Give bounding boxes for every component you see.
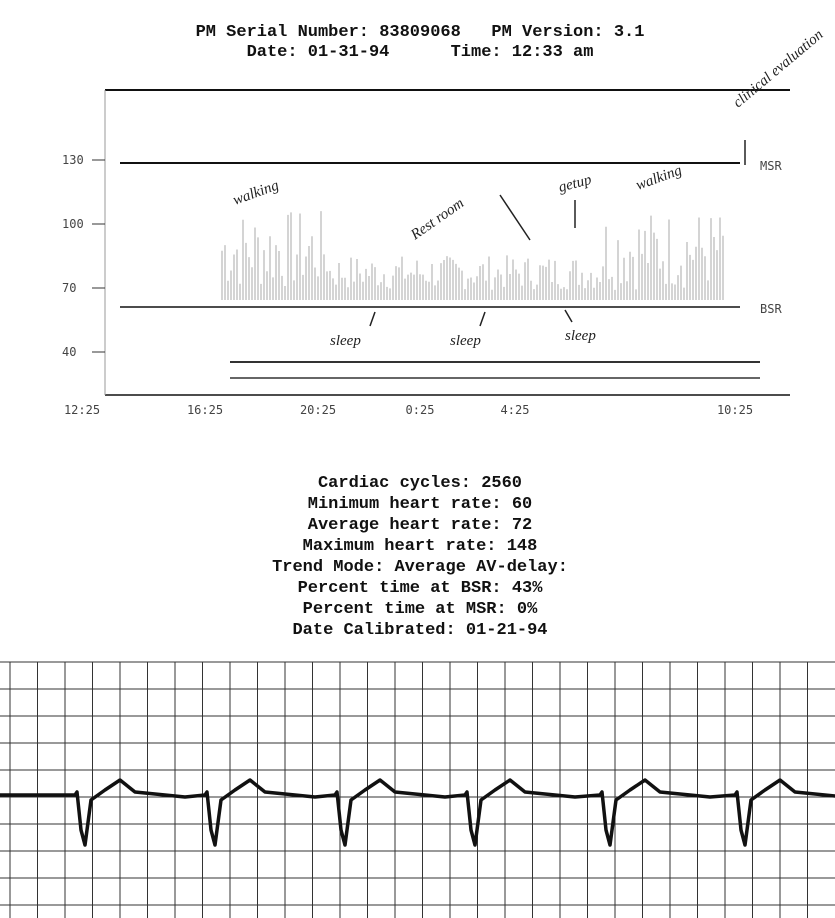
stat-line: Percent time at MSR: 0% — [303, 600, 538, 619]
stat-line: Date Calibrated: 01-21-94 — [292, 621, 547, 640]
stat-line: Maximum heart rate: 148 — [303, 537, 538, 556]
page: PM Serial Number: 83809068 PM Version: 3… — [0, 0, 835, 918]
x-tick-label: 20:25 — [300, 403, 336, 417]
stat-line: Average heart rate: 72 — [308, 516, 532, 535]
y-tick-label: 40 — [62, 345, 76, 359]
stat-line: Trend Mode: Average AV-delay: — [272, 558, 568, 577]
x-tick-label: 0:25 — [406, 403, 435, 417]
y-tick-label: 130 — [62, 153, 84, 167]
header-line: PM Serial Number: 83809068 PM Version: 3… — [196, 23, 645, 42]
y-tick-label: 70 — [62, 281, 76, 295]
x-tick-label: 4:25 — [501, 403, 530, 417]
x-tick-label: 16:25 — [187, 403, 223, 417]
stat-line: Minimum heart rate: 60 — [308, 495, 532, 514]
stat-line: Cardiac cycles: 2560 — [318, 474, 522, 493]
y-tick-label: 100 — [62, 217, 84, 231]
header-line: Date: 01-31-94 Time: 12:33 am — [247, 43, 594, 62]
msr-label: MSR — [760, 159, 782, 173]
stat-line: Percent time at BSR: 43% — [298, 579, 544, 598]
annotation: sleep — [330, 333, 361, 349]
x-tick-label: 12:25 — [64, 403, 100, 417]
background — [0, 0, 835, 918]
annotation: sleep — [565, 328, 596, 344]
bsr-label: BSR — [760, 302, 782, 316]
annotation: sleep — [450, 333, 481, 349]
x-tick-label: 10:25 — [717, 403, 753, 417]
